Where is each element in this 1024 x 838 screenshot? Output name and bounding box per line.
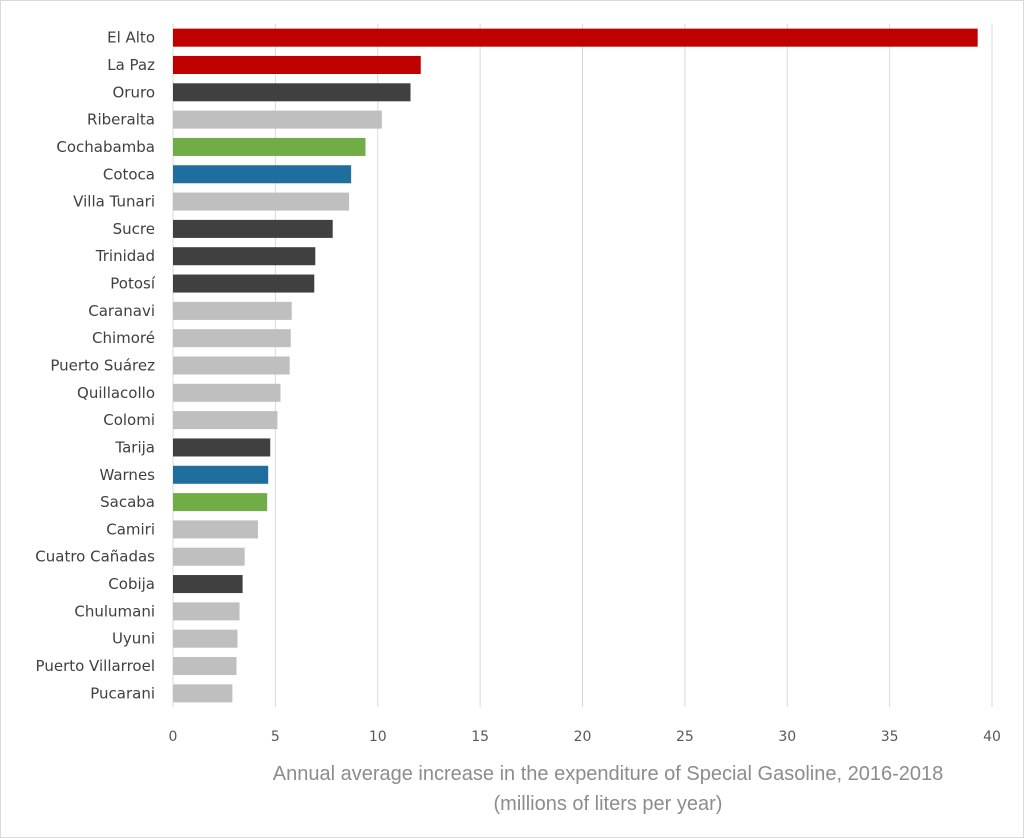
x-tick-15: 15 <box>471 729 489 745</box>
x-tick-10: 10 <box>369 729 387 745</box>
bar-chimor- <box>173 329 291 348</box>
category-label: Caranavi <box>88 302 155 320</box>
category-label: Cochabamba <box>56 138 155 156</box>
x-tick-25: 25 <box>676 729 694 745</box>
bar-puerto-su-rez <box>173 356 290 375</box>
category-label: Chimoré <box>92 329 155 347</box>
category-label: Sucre <box>113 220 155 238</box>
category-label: Sacaba <box>100 493 155 511</box>
x-tick-0: 0 <box>169 729 178 745</box>
bar-quillacollo <box>173 383 281 402</box>
bar-puerto-villarroel <box>173 657 237 676</box>
category-label: Villa Tunari <box>73 193 155 211</box>
category-label: Puerto Villarroel <box>36 657 155 675</box>
bar-warnes <box>173 465 269 484</box>
bar-caranavi <box>173 301 292 320</box>
category-labels: El Alto La Paz Oruro Riberalta Cochabamba Cot… <box>35 29 156 703</box>
category-label: Cobija <box>108 575 155 593</box>
x-tick-30: 30 <box>778 729 796 745</box>
category-label: Tarija <box>114 438 155 456</box>
x-tick-35: 35 <box>881 729 899 745</box>
bar-trinidad <box>173 247 316 266</box>
category-label: Camiri <box>106 520 155 538</box>
bar-oruro <box>173 83 411 102</box>
bars <box>173 28 978 703</box>
category-label: Quillacollo <box>77 384 155 402</box>
category-label: Oruro <box>113 83 156 101</box>
bar-riberalta <box>173 110 382 129</box>
bar-cuatro-ca-adas <box>173 547 245 566</box>
bar-sacaba <box>173 493 268 512</box>
category-label: Warnes <box>99 466 155 484</box>
bar-la-paz <box>173 55 421 74</box>
bar-uyuni <box>173 629 238 648</box>
x-tick-5: 5 <box>271 729 280 745</box>
bar-cochabamba <box>173 137 366 156</box>
bar-potos- <box>173 274 315 293</box>
category-label: Uyuni <box>112 630 155 648</box>
bar-chulumani <box>173 602 240 621</box>
x-tick-labels: 0 5 10 15 20 25 30 35 40 <box>169 729 1001 745</box>
category-label: El Alto <box>107 29 155 47</box>
category-label: Puerto Suárez <box>50 357 155 375</box>
category-label: Pucarani <box>90 684 155 702</box>
x-tick-40: 40 <box>983 729 1001 745</box>
x-tick-20: 20 <box>574 729 592 745</box>
bar-tarija <box>173 438 271 457</box>
category-label: Colomi <box>103 411 155 429</box>
bar-pucarani <box>173 684 233 703</box>
bar-colomi <box>173 411 278 430</box>
x-axis-title-line1: Annual average increase in the expenditu… <box>273 763 943 785</box>
x-axis-title-line2: (millions of liters per year) <box>494 793 723 815</box>
bar-cotoca <box>173 165 352 184</box>
bar-el-alto <box>173 28 978 47</box>
bar-villa-tunari <box>173 192 350 211</box>
bar-camiri <box>173 520 258 539</box>
category-label: Cotoca <box>103 165 155 183</box>
category-label: La Paz <box>107 56 155 74</box>
category-label: Potosí <box>110 275 156 293</box>
gridlines <box>172 24 993 707</box>
bar-cobija <box>173 575 243 594</box>
category-label: Trinidad <box>95 247 155 265</box>
bar-sucre <box>173 219 333 238</box>
category-label: Cuatro Cañadas <box>35 548 155 566</box>
category-label: Riberalta <box>87 111 155 129</box>
category-label: Chulumani <box>74 602 155 620</box>
